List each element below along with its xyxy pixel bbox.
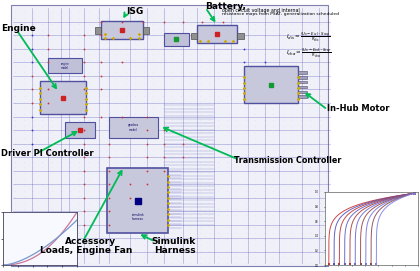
Text: $I_{cha} = \frac{(U_o - E_{oc}) \cdot S_{cap}}{R_{cha}}$: $I_{cha} = \frac{(U_o - E_{oc}) \cdot S_… — [286, 47, 332, 60]
Bar — [298, 91, 307, 93]
Bar — [298, 95, 307, 98]
Bar — [298, 71, 307, 74]
Bar — [191, 33, 197, 39]
Bar — [298, 86, 307, 88]
Text: Driver PI Controller: Driver PI Controller — [1, 149, 94, 159]
Text: Harness: Harness — [154, 246, 196, 255]
Bar — [101, 21, 143, 39]
Bar — [40, 81, 86, 114]
Text: Engine: Engine — [1, 24, 36, 34]
Bar — [10, 5, 328, 266]
Text: open circuit voltage and internal: open circuit voltage and internal — [222, 8, 299, 13]
Text: resistance maps from PSAT, generalization scheduled: resistance maps from PSAT, generalizatio… — [222, 12, 339, 16]
Bar — [298, 76, 307, 79]
Text: Simulink: Simulink — [151, 237, 195, 246]
Bar — [164, 33, 189, 46]
Text: Loads, Engine Fan: Loads, Engine Fan — [40, 246, 132, 255]
Text: gearbox
model: gearbox model — [128, 123, 139, 132]
Text: Battery,: Battery, — [205, 2, 246, 11]
Bar — [94, 27, 101, 34]
Bar — [244, 66, 298, 103]
Bar — [197, 25, 237, 43]
Text: In-Hub Motor: In-Hub Motor — [327, 104, 389, 113]
Text: ISG: ISG — [126, 7, 143, 16]
Bar — [237, 33, 244, 39]
Bar — [107, 168, 168, 233]
Bar — [143, 27, 149, 34]
Bar — [48, 58, 82, 73]
Text: engine
model: engine model — [61, 62, 69, 70]
Text: $I_{dis} = \frac{(U_o - E_{oc}) \cdot S_{cap}}{R_{dis}}$: $I_{dis} = \frac{(U_o - E_{oc}) \cdot S_… — [286, 30, 331, 44]
Bar — [109, 117, 158, 138]
Text: Accessory: Accessory — [65, 237, 116, 246]
Text: simulink
harness: simulink harness — [131, 212, 144, 221]
Bar — [65, 122, 94, 138]
Bar — [298, 81, 307, 83]
Text: Transmission Controller: Transmission Controller — [234, 156, 342, 165]
